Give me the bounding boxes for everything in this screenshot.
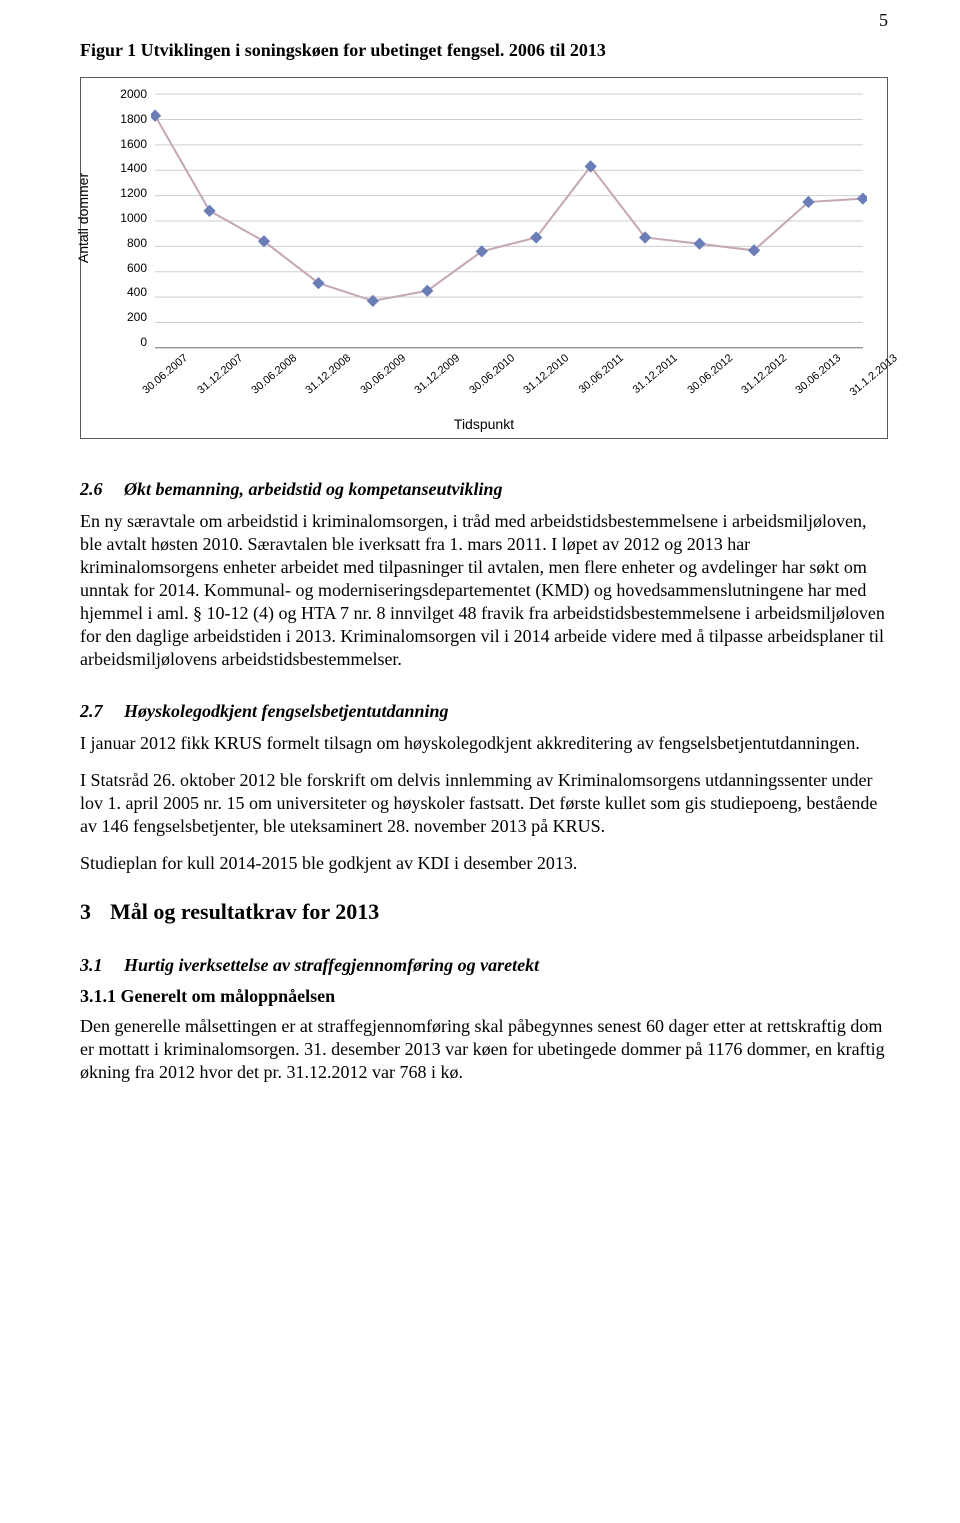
heading-text: Høyskolegodkjent fengselsbetjentutdannin…: [124, 701, 449, 721]
y-tick-label: 600: [127, 261, 147, 275]
paragraph: I januar 2012 fikk KRUS formelt tilsagn …: [80, 732, 888, 755]
figure-title: Figur 1 Utviklingen i soningskøen for ub…: [80, 40, 888, 61]
paragraph: Studieplan for kull 2014-2015 ble godkje…: [80, 852, 888, 875]
y-tick-labels: 0 200 400 600 800 1000 1200 1400 1600 1800 2000: [117, 88, 147, 348]
heading-3: 3Mål og resultatkrav for 2013: [80, 899, 888, 925]
x-tick-labels: 30.06.200731.12.200730.06.200831.12.2008…: [151, 348, 867, 418]
y-tick-label: 1800: [120, 112, 147, 126]
y-tick-label: 800: [127, 236, 147, 250]
x-tick-label: 31.12.2012: [739, 352, 789, 397]
x-tick-label: 30.06.2012: [685, 352, 735, 397]
y-tick-label: 200: [127, 310, 147, 324]
page-number: 5: [879, 10, 888, 31]
y-tick-label: 400: [127, 285, 147, 299]
y-tick-label: 0: [140, 335, 147, 349]
line-chart: [151, 88, 867, 354]
x-tick-label: 31.1.2.2013: [847, 352, 899, 399]
heading-num: 2.6: [80, 479, 124, 500]
heading-text: Mål og resultatkrav for 2013: [110, 899, 379, 924]
x-tick-label: 30.06.2010: [467, 352, 517, 397]
x-tick-label: 31.12.2010: [522, 352, 572, 397]
x-tick-label: 30.06.2009: [358, 352, 408, 397]
paragraph: En ny særavtale om arbeidstid i kriminal…: [80, 510, 888, 671]
x-tick-label: 30.06.2011: [576, 352, 625, 396]
heading-num: 2.7: [80, 701, 124, 722]
x-tick-label: 31.12.2007: [195, 352, 245, 397]
y-tick-label: 1600: [120, 137, 147, 151]
y-tick-label: 1200: [120, 186, 147, 200]
heading-num: 3: [80, 899, 110, 925]
y-tick-label: 1400: [120, 161, 147, 175]
heading-num: 3.1: [80, 955, 124, 976]
chart-container: Antall dommer 02004006008001000120014001…: [80, 77, 888, 439]
heading-text: Økt bemanning, arbeidstid og kompetanseu…: [124, 479, 503, 499]
heading-2.7: 2.7Høyskolegodkjent fengselsbetjentutdan…: [80, 701, 888, 722]
y-axis-label: Antall dommer: [75, 173, 91, 263]
heading-2.6: 2.6Økt bemanning, arbeidstid og kompetan…: [80, 479, 888, 500]
x-tick-label: 31.12.2009: [413, 352, 463, 397]
y-tick-label: 1000: [120, 211, 147, 225]
x-tick-label: 30.06.2013: [794, 352, 844, 397]
heading-3.1: 3.1Hurtig iverksettelse av straffegjenno…: [80, 955, 888, 976]
heading-text: Hurtig iverksettelse av straffegjennomfø…: [124, 955, 539, 975]
paragraph: I Statsråd 26. oktober 2012 ble forskrif…: [80, 769, 888, 838]
x-tick-label: 30.06.2007: [140, 352, 190, 397]
heading-3.1.1: 3.1.1 Generelt om måloppnåelsen: [80, 986, 888, 1007]
x-axis-label: Tidspunkt: [91, 416, 877, 432]
x-tick-label: 31.12.2008: [304, 352, 354, 397]
y-tick-label: 2000: [120, 87, 147, 101]
x-tick-label: 30.06.2008: [249, 352, 299, 397]
paragraph: Den generelle målsettingen er at straffe…: [80, 1015, 888, 1084]
x-tick-label: 31.12.2011: [631, 352, 680, 396]
